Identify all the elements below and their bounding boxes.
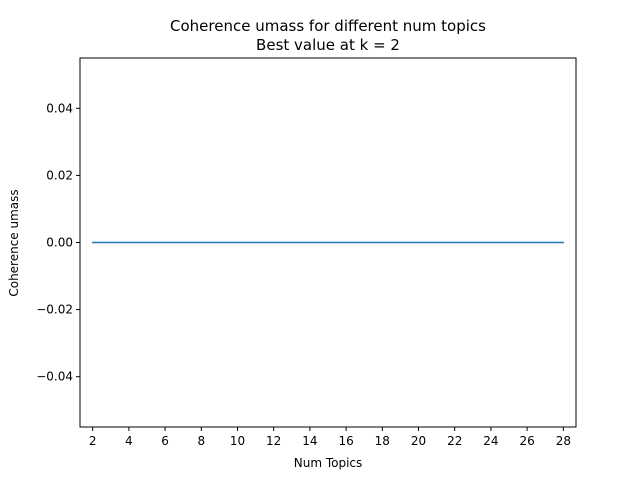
x-tick-label: 16 [338,434,353,448]
chart-subtitle: Best value at k = 2 [256,36,400,54]
x-tick-label: 6 [161,434,169,448]
y-axis-ticks: −0.04 −0.02 0.00 0.02 0.04 [36,101,80,384]
chart-title: Coherence umass for different num topics [170,17,486,35]
x-axis-ticks: 2 4 6 8 10 12 14 16 18 20 22 24 26 28 [89,427,571,448]
x-tick-label: 10 [230,434,245,448]
x-tick-label: 20 [411,434,426,448]
y-axis-label: Coherence umass [7,189,21,296]
x-tick-label: 2 [89,434,97,448]
x-tick-label: 12 [266,434,281,448]
x-tick-label: 26 [519,434,534,448]
x-tick-label: 18 [375,434,390,448]
x-axis-label: Num Topics [294,456,363,470]
y-tick-label: 0.04 [46,101,73,115]
y-tick-label: 0.00 [46,236,73,250]
x-tick-label: 28 [556,434,571,448]
x-tick-label: 8 [197,434,205,448]
x-tick-label: 24 [483,434,498,448]
x-tick-label: 4 [125,434,133,448]
plot-area-frame [79,57,577,428]
x-tick-label: 22 [447,434,462,448]
y-tick-label: 0.02 [46,168,73,182]
y-tick-label: −0.04 [36,370,73,384]
x-tick-label: 14 [302,434,317,448]
y-tick-label: −0.02 [36,303,73,317]
